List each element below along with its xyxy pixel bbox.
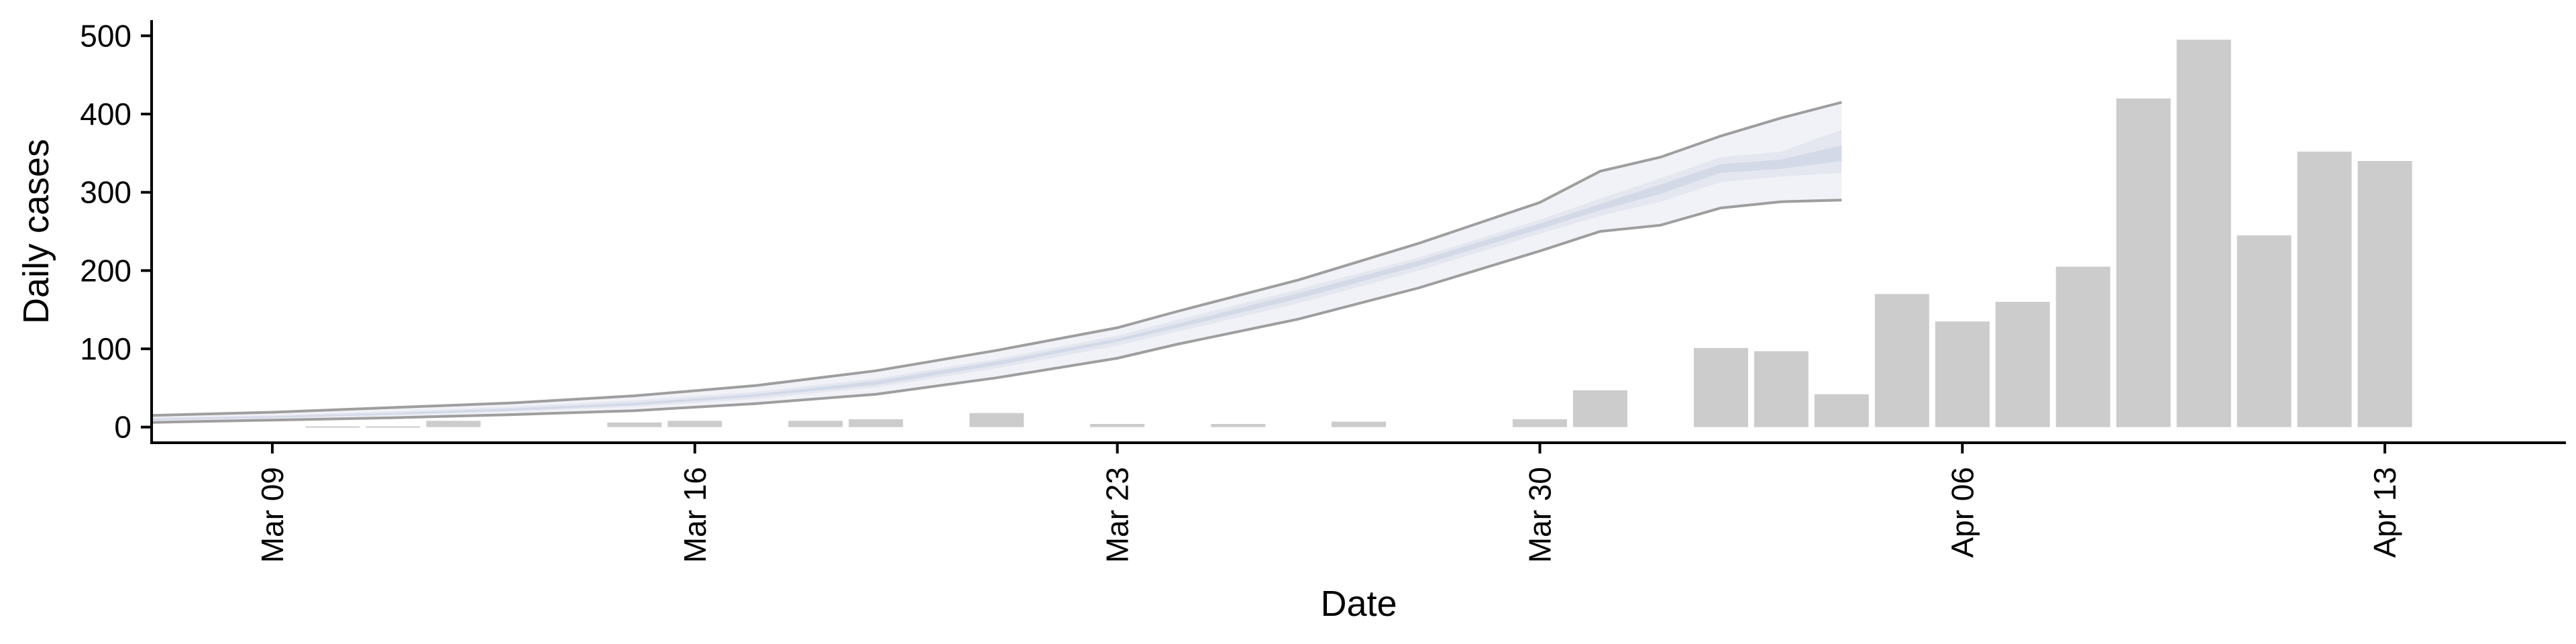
bar	[1754, 351, 1809, 427]
bar	[1332, 421, 1386, 427]
bar	[2055, 266, 2110, 427]
forecast-band-layer	[151, 101, 1842, 424]
forecast-band-outer	[152, 102, 1842, 423]
bar	[1874, 294, 1929, 427]
y-tick-label: 300	[80, 175, 131, 210]
bar	[1693, 347, 1748, 427]
bar	[1814, 394, 1869, 427]
y-axis-title: Daily cases	[16, 139, 56, 324]
y-tick-label: 100	[80, 331, 131, 366]
x-tick-label: Mar 30	[1522, 467, 1557, 563]
bar	[1512, 419, 1567, 427]
bars-layer	[305, 40, 2412, 428]
x-tick-label: Apr 13	[2367, 467, 2402, 558]
y-tick-label: 400	[80, 97, 131, 131]
bar	[1935, 321, 1990, 427]
bar	[1995, 302, 2050, 427]
bar	[2237, 235, 2292, 427]
bar	[2176, 40, 2231, 427]
bar	[607, 422, 662, 427]
bar	[1572, 390, 1627, 427]
bar	[1090, 424, 1145, 427]
bar	[1211, 424, 1266, 427]
forecast-band-inner	[152, 145, 1842, 421]
bar	[305, 426, 360, 428]
y-tick-label: 500	[80, 18, 131, 53]
y-tick-label: 200	[80, 253, 131, 288]
bar	[788, 421, 843, 427]
x-tick-label: Apr 06	[1945, 467, 1980, 558]
x-axis-title: Date	[1320, 584, 1397, 624]
bar	[969, 413, 1024, 427]
bar	[667, 421, 722, 427]
bar	[2297, 152, 2352, 427]
bar	[2357, 161, 2412, 427]
bar	[2116, 98, 2171, 427]
axes-layer	[150, 20, 2566, 444]
forecast-upper-edge	[151, 101, 1842, 417]
x-tick-label: Mar 23	[1100, 467, 1135, 563]
y-tick-label: 0	[114, 410, 131, 445]
bar	[849, 419, 904, 427]
bar	[426, 421, 481, 427]
bar	[366, 426, 421, 428]
x-tick-label: Mar 09	[255, 467, 290, 563]
ticks-layer: 0 100 200 300 400 500 Mar 09 Mar 16 Mar 23 Mar 30…	[80, 18, 2402, 563]
x-tick-label: Mar 16	[678, 467, 712, 563]
forecast-lower-edge	[151, 199, 1842, 424]
